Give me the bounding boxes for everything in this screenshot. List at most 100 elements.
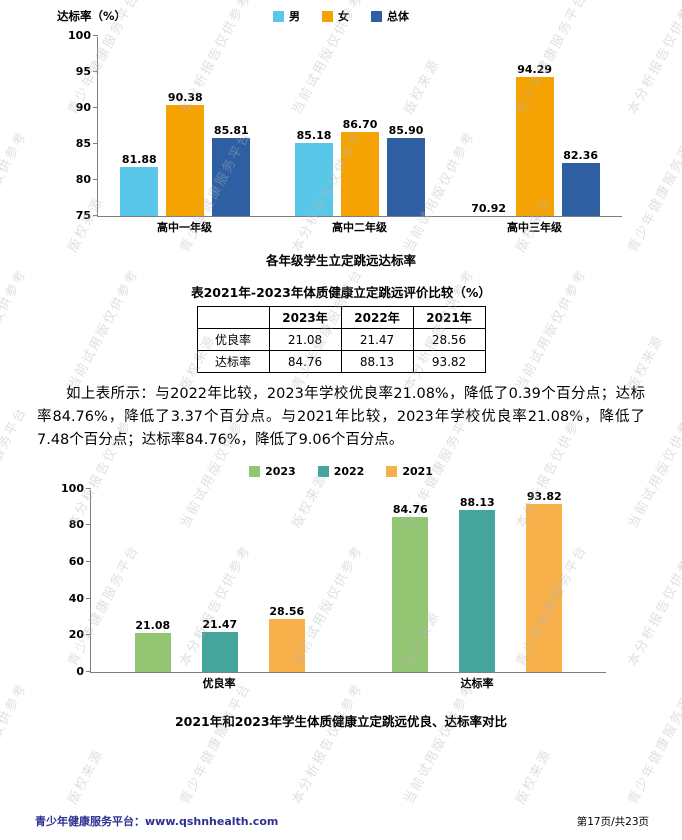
y-tick-label: 40 [68, 591, 84, 605]
bar-series-0-category-1: 85.18 [294, 37, 333, 216]
y-tick-mark [93, 215, 98, 216]
comparison-table-block: 表2021年-2023年体质健康立定跳远评价比较（%） 2023年 2022年 … [0, 282, 682, 373]
bar-group: 81.88 90.38 85.81 [120, 37, 251, 216]
bar-value-label: 81.88 [121, 152, 157, 166]
bar-value-label: 85.81 [213, 124, 249, 138]
x-category-label: 高中三年级 [507, 221, 562, 234]
bar [268, 619, 305, 672]
y-tick-mark [93, 107, 98, 108]
y-tick-label: 80 [68, 518, 84, 532]
bar-value-label: 85.90 [388, 123, 424, 137]
year-comparison-chart: 2023 2022 2021 0 20 40 60 80 100 21.08 21.47 28.56… [0, 465, 682, 730]
table-header-cell: 2021年 [412, 306, 486, 329]
legend-label: 2022 [333, 464, 365, 478]
platform-url-text: 青少年健康服务平台：www.qshnhealth.com [35, 815, 279, 828]
bar-series-1-category-2: 94.29 [515, 37, 554, 216]
y-tick-label: 95 [75, 65, 91, 78]
legend-label: 2023 [265, 464, 296, 478]
legend-label: 女 [338, 10, 349, 23]
bar [294, 142, 333, 216]
bar-group: 70.92 94.29 82.36 [470, 37, 600, 216]
y-tick-label: 80 [75, 173, 91, 186]
table-cell: 84.76 [268, 350, 342, 373]
y-tick-mark [86, 597, 91, 599]
chart-header: 达标率（%） 男 女 总体 [0, 8, 682, 25]
page-content: 达标率（%） 男 女 总体 75 80 85 90 95 100 81.88 90.38 85.81… [0, 8, 682, 730]
bar-series-1-category-0: 90.38 [166, 37, 205, 216]
y-tick-mark [86, 670, 91, 672]
plot-area: 0 20 40 60 80 100 21.08 21.47 28.56 84.76 88.13 93.… [61, 482, 606, 678]
y-tick-label: 75 [75, 209, 91, 222]
table-row: 达标率 84.76 88.13 93.82 [196, 350, 486, 373]
x-category-label: 高中一年级 [157, 221, 212, 234]
bar-value-label: 86.70 [342, 117, 378, 131]
y-tick-mark [93, 143, 98, 144]
legend-swatch [322, 10, 333, 22]
x-category-label: 高中二年级 [332, 221, 387, 234]
bar-series-2-category-0: 28.56 [268, 490, 305, 672]
table-cell: 93.82 [412, 350, 486, 373]
table-header-cell: 2023年 [268, 306, 342, 329]
bar [515, 77, 554, 216]
y-tick-mark [86, 524, 91, 526]
legend-swatch [386, 465, 398, 477]
bar [386, 137, 425, 216]
bar-value-label: 94.29 [517, 63, 553, 77]
bar-value-label: 70.92 [471, 202, 507, 215]
legend-label: 2021 [402, 464, 433, 478]
table-title: 表2021年-2023年体质健康立定跳远评价比较（%） [191, 285, 491, 300]
chart-header: 2023 2022 2021 [0, 465, 682, 482]
row-label: 优良率 [196, 328, 270, 351]
bar-series-1-category-1: 88.13 [459, 490, 496, 672]
comparison-table: 2023年 2022年 2021年 优良率 21.08 21.47 28.56 … [196, 306, 486, 373]
bar-series-2-category-1: 93.82 [526, 490, 563, 672]
bar [526, 503, 563, 672]
row-label: 达标率 [196, 350, 270, 373]
bar-series-0-category-0: 21.08 [134, 490, 171, 672]
bar [459, 510, 496, 672]
y-tick-label: 100 [61, 481, 84, 495]
legend-item: 男 [273, 8, 300, 24]
bar-value-label: 88.13 [459, 496, 495, 510]
bar-value-label: 21.08 [135, 619, 171, 633]
bar-series-0-category-2: 70.92 [470, 37, 508, 216]
y-tick-mark [86, 487, 91, 489]
bar-value-label: 90.38 [167, 91, 203, 105]
table-cell: 21.47 [340, 328, 414, 351]
y-tick-mark [86, 634, 91, 636]
bar-group: 84.76 88.13 93.82 [392, 490, 563, 672]
y-tick-mark [93, 71, 98, 72]
legend-swatch [273, 10, 284, 22]
table-cell: 88.13 [340, 350, 414, 373]
grade-pass-rate-chart: 达标率（%） 男 女 总体 75 80 85 90 95 100 81.88 90.38 85.81… [0, 8, 682, 269]
legend-label: 总体 [387, 10, 409, 23]
y-axis-title: 达标率（%） [57, 9, 127, 23]
table-cell: 21.08 [268, 328, 342, 351]
page-footer: 青少年健康服务平台：www.qshnhealth.com 第17页/共23页 [35, 813, 649, 829]
bar-series-0-category-1: 84.76 [392, 490, 429, 672]
y-tick-mark [93, 35, 98, 36]
bar-value-label: 28.56 [269, 605, 305, 619]
bar [166, 105, 205, 216]
watermark-text: 版权来源 [65, 746, 107, 807]
plot-area: 75 80 85 90 95 100 81.88 90.38 85.81 85.18 86.70 85… [68, 29, 622, 222]
x-axis-labels: 优良率 达标率 [90, 675, 606, 691]
bar [134, 633, 171, 672]
legend-item: 女 [322, 8, 349, 24]
bar-value-label: 82.36 [563, 149, 599, 162]
legend-item: 2022 [317, 464, 365, 478]
y-tick-label: 100 [68, 29, 91, 42]
bar-series-2-category-2: 82.36 [561, 37, 600, 216]
bar [120, 166, 159, 216]
bar [201, 632, 238, 672]
bar-series-2-category-1: 85.90 [386, 37, 425, 216]
bar-value-label: 21.47 [202, 618, 238, 632]
page-number: 第17页/共23页 [576, 816, 649, 828]
bar-group: 21.08 21.47 28.56 [134, 490, 305, 672]
table-cell: 28.56 [412, 328, 486, 351]
bar-value-label: 84.76 [392, 502, 428, 516]
legend-swatch [371, 10, 382, 22]
bar-series-0-category-0: 81.88 [120, 37, 159, 216]
y-tick-label: 20 [68, 628, 84, 642]
